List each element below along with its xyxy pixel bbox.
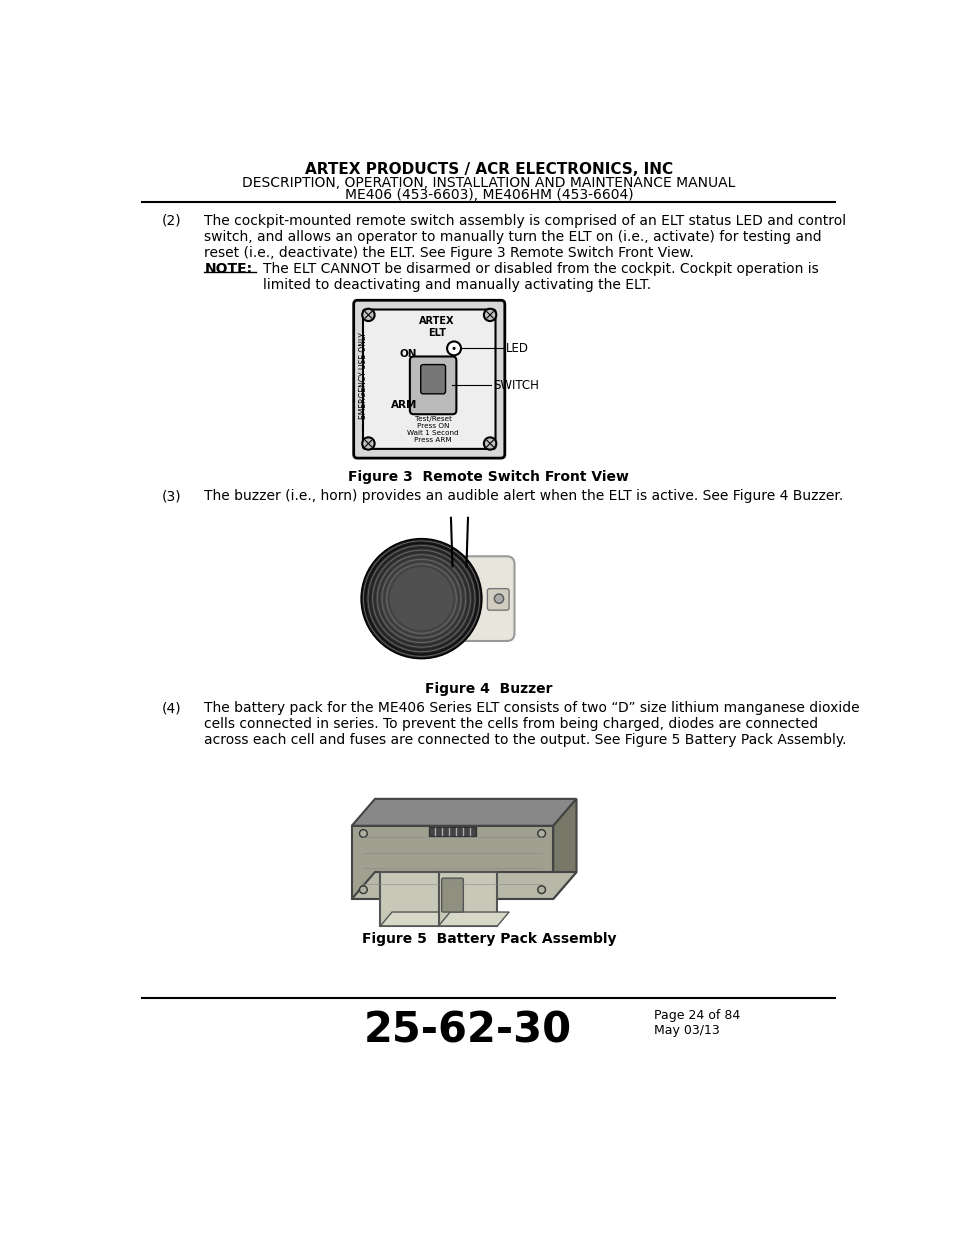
Bar (429, 826, 476, 836)
Text: ARTEX
ELT: ARTEX ELT (418, 316, 455, 338)
Circle shape (360, 538, 481, 658)
Circle shape (375, 552, 468, 645)
Polygon shape (553, 799, 576, 899)
FancyBboxPatch shape (420, 364, 445, 394)
Text: (3): (3) (162, 489, 181, 504)
Text: SWITCH: SWITCH (493, 379, 538, 391)
FancyBboxPatch shape (425, 556, 514, 641)
Text: The ELT CANNOT be disarmed or disabled from the cockpit. Cockpit operation is
li: The ELT CANNOT be disarmed or disabled f… (262, 262, 818, 293)
Text: May 03/13: May 03/13 (654, 1025, 719, 1037)
Text: (2): (2) (162, 214, 181, 227)
Text: ME406 (453-6603), ME406HM (453-6604): ME406 (453-6603), ME406HM (453-6604) (344, 188, 633, 203)
Polygon shape (438, 872, 497, 926)
Circle shape (359, 885, 367, 894)
Circle shape (370, 548, 472, 650)
Circle shape (379, 557, 463, 640)
Text: (4): (4) (162, 701, 181, 715)
FancyBboxPatch shape (362, 310, 495, 448)
FancyBboxPatch shape (354, 300, 504, 458)
Polygon shape (352, 872, 576, 899)
Polygon shape (352, 826, 553, 899)
Circle shape (537, 830, 545, 837)
Text: NOTE:: NOTE: (204, 262, 253, 277)
Text: Figure 5  Battery Pack Assembly: Figure 5 Battery Pack Assembly (361, 932, 616, 946)
Circle shape (537, 885, 545, 894)
Circle shape (483, 437, 496, 450)
Circle shape (447, 341, 460, 356)
Text: The buzzer (i.e., horn) provides an audible alert when the ELT is active. See Fi: The buzzer (i.e., horn) provides an audi… (204, 489, 842, 504)
Text: Test/Reset
Press ON
Wait 1 Second
Press ARM: Test/Reset Press ON Wait 1 Second Press … (407, 416, 458, 443)
Text: 25-62-30: 25-62-30 (363, 1009, 572, 1051)
Polygon shape (380, 872, 439, 926)
Text: ARM: ARM (390, 400, 416, 410)
Text: ARTEX PRODUCTS / ACR ELECTRONICS, INC: ARTEX PRODUCTS / ACR ELECTRONICS, INC (305, 162, 672, 177)
Circle shape (384, 562, 458, 636)
Circle shape (494, 594, 503, 603)
Polygon shape (352, 799, 576, 826)
Text: LED: LED (505, 342, 528, 354)
Text: Figure 3  Remote Switch Front View: Figure 3 Remote Switch Front View (348, 471, 629, 484)
Text: ON: ON (399, 348, 416, 359)
Polygon shape (438, 911, 509, 926)
Circle shape (362, 437, 375, 450)
Circle shape (365, 543, 476, 655)
Polygon shape (380, 911, 451, 926)
Text: Page 24 of 84: Page 24 of 84 (654, 1009, 740, 1023)
Circle shape (389, 567, 454, 631)
Circle shape (483, 309, 496, 321)
Circle shape (359, 830, 367, 837)
Text: Figure 4  Buzzer: Figure 4 Buzzer (425, 682, 552, 695)
Text: The battery pack for the ME406 Series ELT consists of two “D” size lithium manga: The battery pack for the ME406 Series EL… (204, 701, 860, 747)
Circle shape (452, 347, 456, 350)
FancyBboxPatch shape (441, 878, 463, 911)
FancyBboxPatch shape (410, 357, 456, 414)
FancyBboxPatch shape (487, 589, 509, 610)
Circle shape (362, 309, 375, 321)
Text: EMERGENCY USE ONLY: EMERGENCY USE ONLY (359, 332, 368, 419)
Text: DESCRIPTION, OPERATION, INSTALLATION AND MAINTENANCE MANUAL: DESCRIPTION, OPERATION, INSTALLATION AND… (242, 175, 735, 190)
Text: The cockpit-mounted remote switch assembly is comprised of an ELT status LED and: The cockpit-mounted remote switch assemb… (204, 214, 845, 261)
